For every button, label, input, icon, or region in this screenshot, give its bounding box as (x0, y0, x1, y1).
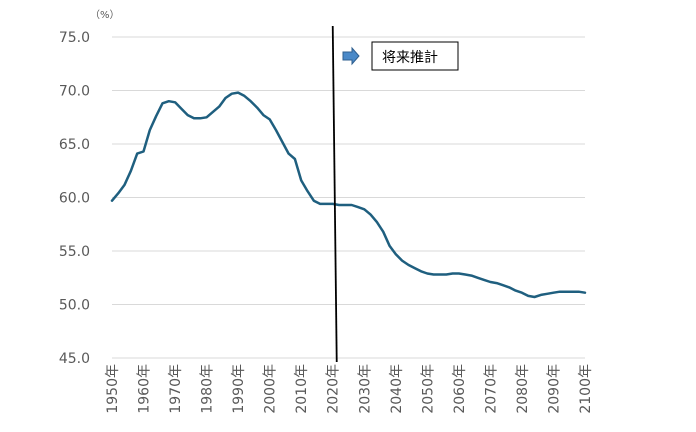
y-tick-label: 60.0 (59, 191, 90, 207)
x-tick-label: 1950年 (105, 364, 121, 414)
y-tick-label: 70.0 (59, 84, 90, 100)
x-tick-label: 1990年 (231, 364, 247, 414)
x-tick-label: 2080年 (515, 364, 531, 414)
x-tick-label: 1960年 (137, 364, 153, 414)
callout-box (371, 41, 459, 71)
projection-divider-line (331, 25, 338, 363)
y-axis-unit-label: （%） (90, 9, 120, 21)
y-tick-label: 75.0 (59, 30, 90, 46)
y-tick-label: 45.0 (59, 351, 90, 367)
x-tick-label: 2100年 (578, 364, 594, 414)
x-tick-label: 2060年 (452, 364, 468, 414)
x-tick-label: 1970年 (168, 364, 184, 414)
y-tick-label: 50.0 (59, 298, 90, 314)
x-tick-label: 2020年 (326, 364, 342, 414)
projection-callout: 将来推計 (342, 41, 459, 71)
x-tick-label: 2000年 (263, 364, 279, 414)
gridlines (112, 36, 585, 305)
projection-label: 将来推計 (382, 50, 438, 66)
x-tick-label: 2070年 (483, 364, 499, 414)
x-tick-label: 2050年 (420, 364, 436, 414)
series-line (110, 91, 587, 299)
x-tick-label: 2030年 (357, 364, 373, 414)
right-arrow-icon (342, 46, 360, 66)
y-tick-label: 55.0 (59, 244, 90, 260)
x-tick-label: 1980年 (200, 364, 216, 414)
y-axis: 75.0 70.0 65.0 60.0 55.0 50.0 45.0 (59, 30, 90, 367)
x-tick-label: 2010年 (294, 364, 310, 414)
series-layer (110, 91, 587, 299)
x-axis: 1950年 1960年 1970年 1980年 1990年 2000年 2010年 2020年… (105, 357, 594, 414)
x-tick-label: 2090年 (546, 364, 562, 414)
y-tick-label: 65.0 (59, 137, 90, 153)
x-tick-label: 2040年 (389, 364, 405, 414)
